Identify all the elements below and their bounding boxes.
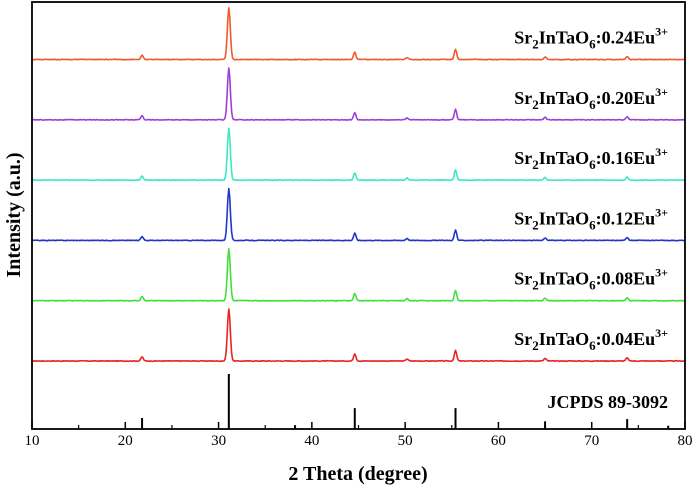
x-tick-label: 20: [118, 433, 133, 449]
x-tick-label: 10: [25, 433, 40, 449]
x-tick-label: 60: [491, 433, 506, 449]
series-line: [31, 247, 686, 302]
x-tick-label: 40: [304, 433, 319, 449]
series-label: Sr2InTaO6:0.20Eu3+: [514, 85, 668, 112]
y-axis-title: Intensity (a.u.): [3, 152, 25, 277]
x-tick-label: 70: [584, 433, 599, 449]
x-tick-label: 30: [211, 433, 226, 449]
series-label: Sr2InTaO6:0.04Eu3+: [514, 326, 668, 353]
x-tick-label: 80: [678, 433, 693, 449]
series-line: [31, 127, 686, 182]
x-tick-label: 50: [398, 433, 413, 449]
series-line: [31, 187, 686, 242]
series-label: Sr2InTaO6:0.24Eu3+: [514, 25, 668, 52]
series-label: Sr2InTaO6:0.16Eu3+: [514, 145, 668, 172]
series-layer: Sr2InTaO6:0.04Eu3+ Sr2InTaO6:0.08Eu3+ Sr2I…: [31, 7, 686, 363]
series-line: [31, 308, 686, 363]
series-line: [31, 7, 686, 61]
reference-label: JCPDS 89-3092: [548, 392, 669, 412]
series-line: [31, 67, 686, 121]
series-label: Sr2InTaO6:0.12Eu3+: [514, 205, 668, 232]
x-axis-ticks: 10 20 30 40 50 60 70 80: [25, 422, 693, 449]
reference-pattern: JCPDS 89-3092: [141, 374, 670, 429]
series-label: Sr2InTaO6:0.08Eu3+: [514, 266, 668, 293]
x-axis-title: 2 Theta (degree): [288, 463, 427, 485]
